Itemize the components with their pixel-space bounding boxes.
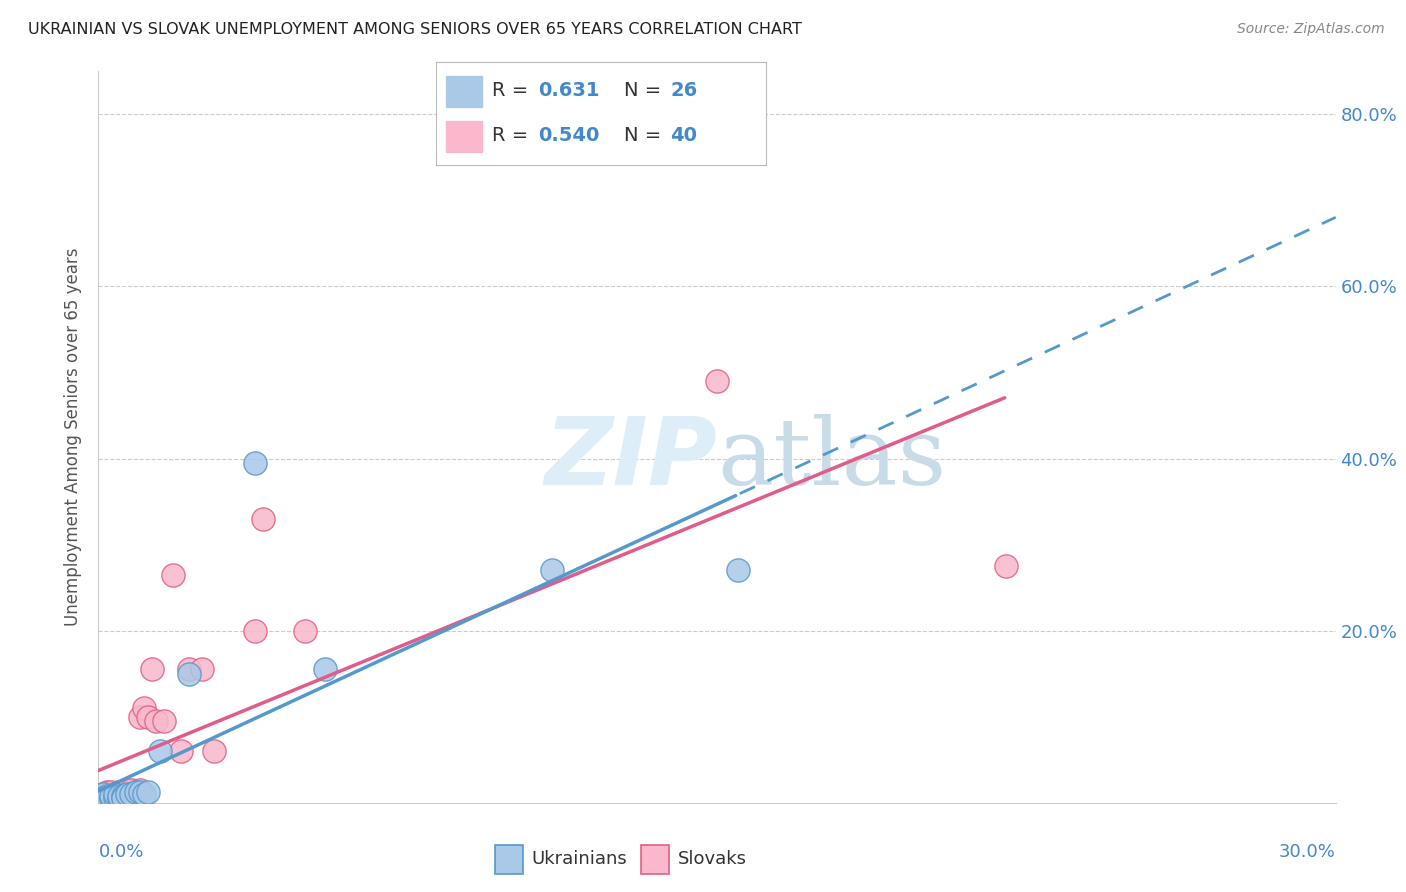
Point bbox=[96, 785, 118, 799]
Point bbox=[104, 791, 127, 805]
Point bbox=[314, 662, 336, 676]
Text: N =: N = bbox=[624, 127, 668, 145]
Point bbox=[91, 791, 114, 805]
Point bbox=[108, 791, 131, 805]
Point bbox=[706, 374, 728, 388]
Text: 0.0%: 0.0% bbox=[98, 843, 143, 861]
Text: N =: N = bbox=[624, 81, 668, 100]
Point bbox=[112, 785, 135, 799]
Point bbox=[91, 789, 114, 803]
Point bbox=[91, 787, 114, 801]
Point bbox=[104, 787, 127, 801]
Point bbox=[108, 789, 131, 803]
Point bbox=[120, 787, 142, 801]
Text: UKRAINIAN VS SLOVAK UNEMPLOYMENT AMONG SENIORS OVER 65 YEARS CORRELATION CHART: UKRAINIAN VS SLOVAK UNEMPLOYMENT AMONG S… bbox=[28, 22, 801, 37]
Point bbox=[132, 701, 155, 715]
FancyBboxPatch shape bbox=[446, 121, 482, 152]
Point bbox=[128, 785, 150, 799]
Text: 40: 40 bbox=[671, 127, 697, 145]
Point bbox=[100, 787, 122, 801]
Point bbox=[145, 714, 167, 728]
Point bbox=[112, 791, 135, 805]
Point bbox=[243, 624, 266, 638]
Point bbox=[124, 785, 146, 799]
Point bbox=[994, 559, 1017, 574]
Point bbox=[170, 744, 193, 758]
Text: Slovaks: Slovaks bbox=[678, 849, 747, 868]
Point bbox=[96, 791, 118, 805]
Point bbox=[108, 791, 131, 805]
Point bbox=[132, 787, 155, 801]
Point bbox=[96, 789, 118, 803]
Text: atlas: atlas bbox=[717, 414, 946, 504]
Point bbox=[252, 512, 274, 526]
Point bbox=[108, 785, 131, 799]
Point bbox=[727, 564, 749, 578]
Point bbox=[124, 785, 146, 799]
Point bbox=[128, 710, 150, 724]
Point bbox=[202, 744, 225, 758]
Point bbox=[108, 789, 131, 803]
Point bbox=[141, 662, 163, 676]
Point bbox=[112, 789, 135, 803]
Point bbox=[96, 789, 118, 803]
Point bbox=[136, 785, 159, 799]
Text: 0.540: 0.540 bbox=[538, 127, 600, 145]
Text: R =: R = bbox=[492, 81, 534, 100]
Point bbox=[190, 662, 212, 676]
FancyBboxPatch shape bbox=[495, 845, 523, 874]
Text: R =: R = bbox=[492, 127, 534, 145]
Text: Source: ZipAtlas.com: Source: ZipAtlas.com bbox=[1237, 22, 1385, 37]
Point bbox=[117, 787, 139, 801]
Text: ZIP: ZIP bbox=[544, 413, 717, 505]
Point bbox=[104, 787, 127, 801]
Point bbox=[120, 783, 142, 797]
Point bbox=[112, 789, 135, 803]
Point bbox=[136, 710, 159, 724]
Point bbox=[124, 787, 146, 801]
Text: 30.0%: 30.0% bbox=[1279, 843, 1336, 861]
Point bbox=[243, 456, 266, 470]
Point bbox=[100, 791, 122, 805]
Point bbox=[91, 791, 114, 805]
Point bbox=[153, 714, 176, 728]
Point bbox=[96, 787, 118, 801]
Point bbox=[117, 783, 139, 797]
Point bbox=[162, 567, 184, 582]
Point bbox=[294, 624, 316, 638]
Point bbox=[100, 791, 122, 805]
FancyBboxPatch shape bbox=[641, 845, 669, 874]
Point bbox=[100, 785, 122, 799]
Point bbox=[179, 662, 201, 676]
Point bbox=[541, 564, 564, 578]
Point bbox=[96, 791, 118, 805]
Point bbox=[120, 785, 142, 799]
Text: 26: 26 bbox=[671, 81, 697, 100]
Text: Ukrainians: Ukrainians bbox=[531, 849, 627, 868]
Y-axis label: Unemployment Among Seniors over 65 years: Unemployment Among Seniors over 65 years bbox=[65, 248, 83, 626]
Point bbox=[149, 744, 172, 758]
Point bbox=[117, 787, 139, 801]
Point bbox=[91, 791, 114, 805]
Point bbox=[104, 791, 127, 805]
Point bbox=[100, 789, 122, 803]
Point bbox=[96, 791, 118, 805]
FancyBboxPatch shape bbox=[446, 76, 482, 106]
Point bbox=[128, 783, 150, 797]
Point bbox=[91, 787, 114, 801]
Text: 0.631: 0.631 bbox=[538, 81, 600, 100]
Point bbox=[179, 666, 201, 681]
